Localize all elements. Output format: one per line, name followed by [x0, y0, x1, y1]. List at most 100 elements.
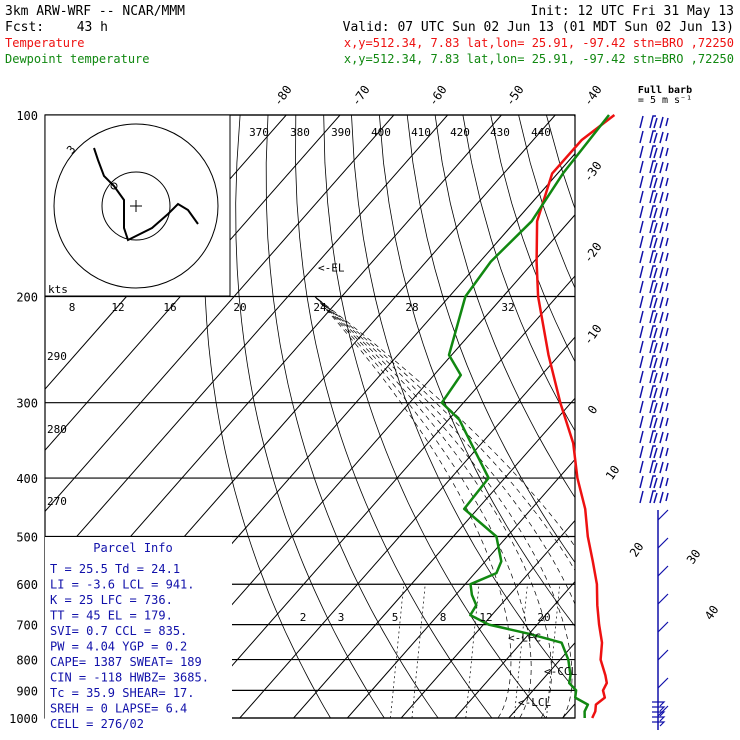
dry-adiabat: [265, 115, 439, 718]
mixing-ratio-label: 2: [300, 611, 307, 624]
wind-barb: [639, 265, 669, 279]
pressure-label: 100: [16, 109, 38, 123]
wind-barb: [639, 235, 669, 249]
wind-barb: [657, 593, 669, 605]
parcel-info-row: K = 25 LFC = 736.: [50, 593, 173, 607]
wind-barb: [652, 701, 666, 707]
wind-barb: [652, 721, 666, 727]
wind-barb: [639, 310, 669, 324]
dry-adiabat: [379, 115, 575, 627]
init-time: Init: 12 UTC Fri 31 May 13: [531, 4, 735, 19]
pressure-label: 700: [16, 619, 38, 633]
wind-barb: [657, 705, 669, 717]
plot-frame: [44, 114, 576, 719]
wind-barb: [639, 400, 669, 414]
dewpoint-trace: [440, 114, 610, 719]
mixing-ratio-line: [513, 584, 528, 718]
wind-barb: [639, 115, 669, 129]
temperature-trace: [535, 114, 616, 719]
isotherm-label: 30: [684, 547, 704, 567]
wind-barb: [639, 280, 669, 294]
grid-lines: [45, 115, 575, 718]
hodograph-marker: [110, 182, 118, 190]
full-barb-speed: = 5 m s⁻¹: [638, 95, 692, 106]
level-marker: <-EL: [318, 261, 345, 274]
hodograph-speed-label: 24: [313, 301, 327, 314]
isotherm-line: [239, 336, 575, 718]
theta-e-label: 420: [450, 126, 470, 139]
theta-e-label: 400: [371, 126, 391, 139]
mixing-ratio-line: [411, 584, 426, 718]
mixing-ratio-line: [546, 584, 561, 718]
valid-time: Valid: 07 UTC Sun 02 Jun 13 (01 MDT Sun …: [343, 20, 734, 35]
wind-barb: [639, 445, 669, 459]
model-title: 3km ARW-WRF -- NCAR/MMM: [5, 4, 185, 19]
wind-barb: [639, 430, 669, 444]
wind-barb: [639, 250, 669, 264]
wind-barb: [639, 175, 669, 189]
dewpoint-location: x,y=512.34, 7.83 lat,lon= 25.91, -97.42 …: [344, 52, 734, 66]
pressure-label: 300: [16, 397, 38, 411]
wind-barb: [652, 711, 666, 717]
dry-adiabat: [434, 115, 575, 499]
dewpoint-legend: Dewpoint temperature: [5, 52, 150, 66]
parcel-info-row: Tc = 35.9 SHEAR= 17.: [50, 686, 195, 700]
dry-adiabat: [323, 115, 547, 718]
parcel-info-row: LI = -3.6 LCL = 941.: [50, 578, 195, 592]
theta-e-label: 410: [411, 126, 431, 139]
hodograph: 3: [44, 114, 231, 297]
mixing-ratio-label: 8: [440, 611, 447, 624]
wind-barb: [657, 621, 669, 633]
wind-barb: [652, 706, 666, 712]
hodograph-speed-label: 20: [233, 301, 246, 314]
isotherm-line: [347, 458, 575, 718]
pressure-label: 400: [16, 472, 38, 486]
wind-barb: [652, 716, 666, 722]
wind-barb: [639, 415, 669, 429]
isotherm-line: [45, 115, 395, 513]
background-grid: [44, 114, 576, 719]
theta-e-label: 440: [531, 126, 551, 139]
isotherm-line: [185, 275, 575, 718]
dry-adiabat: [462, 115, 575, 432]
wind-barb: [639, 370, 669, 384]
wind-barb: [657, 509, 669, 521]
forecast-label: Fcst:: [5, 20, 44, 35]
wind-barb: [657, 565, 669, 577]
hodograph-speed-label: 16: [163, 301, 176, 314]
sounding-traces: [440, 114, 616, 719]
parcel-info-row: TT = 45 EL = 179.: [50, 609, 173, 623]
hodograph-ring: [53, 123, 219, 289]
wind-barb: [639, 130, 669, 144]
dry-adiabat: [490, 115, 575, 363]
wind-barb: [639, 145, 669, 159]
pressure-label: 200: [16, 291, 38, 305]
theta-label: 270: [47, 495, 67, 508]
hodograph-units: kts: [48, 283, 68, 296]
isotherm-line: [45, 115, 341, 452]
dry-adiabat: [295, 115, 493, 718]
wind-barb: [639, 475, 669, 489]
pressure-label: 600: [16, 578, 38, 592]
mixing-ratio-label: 5: [392, 611, 399, 624]
hodograph-speed-label: 28: [405, 301, 418, 314]
wind-barb: [639, 205, 669, 219]
wind-barb: [639, 490, 669, 504]
dry-adiabat: [351, 115, 575, 691]
hodograph-trace: [93, 147, 199, 242]
hodograph-speed-label: 12: [111, 301, 124, 314]
wind-barb: [639, 355, 669, 369]
wind-barb: [657, 649, 669, 661]
wind-barb: [639, 385, 669, 399]
wind-barb: [639, 295, 669, 309]
theta-e-label: 430: [490, 126, 510, 139]
moist-adiabat: [314, 296, 575, 547]
isotherm-label: 10: [603, 463, 623, 483]
wind-barb: [639, 340, 669, 354]
pressure-label: 1000: [9, 712, 38, 726]
theta-e-label: 390: [331, 126, 351, 139]
parcel-info-row: SREH = 0 LAPSE= 6.4: [50, 702, 187, 716]
parcel-info-row: CELL = 276/02: [50, 717, 144, 731]
wind-barb: [639, 220, 669, 234]
wind-barb: [639, 190, 669, 204]
